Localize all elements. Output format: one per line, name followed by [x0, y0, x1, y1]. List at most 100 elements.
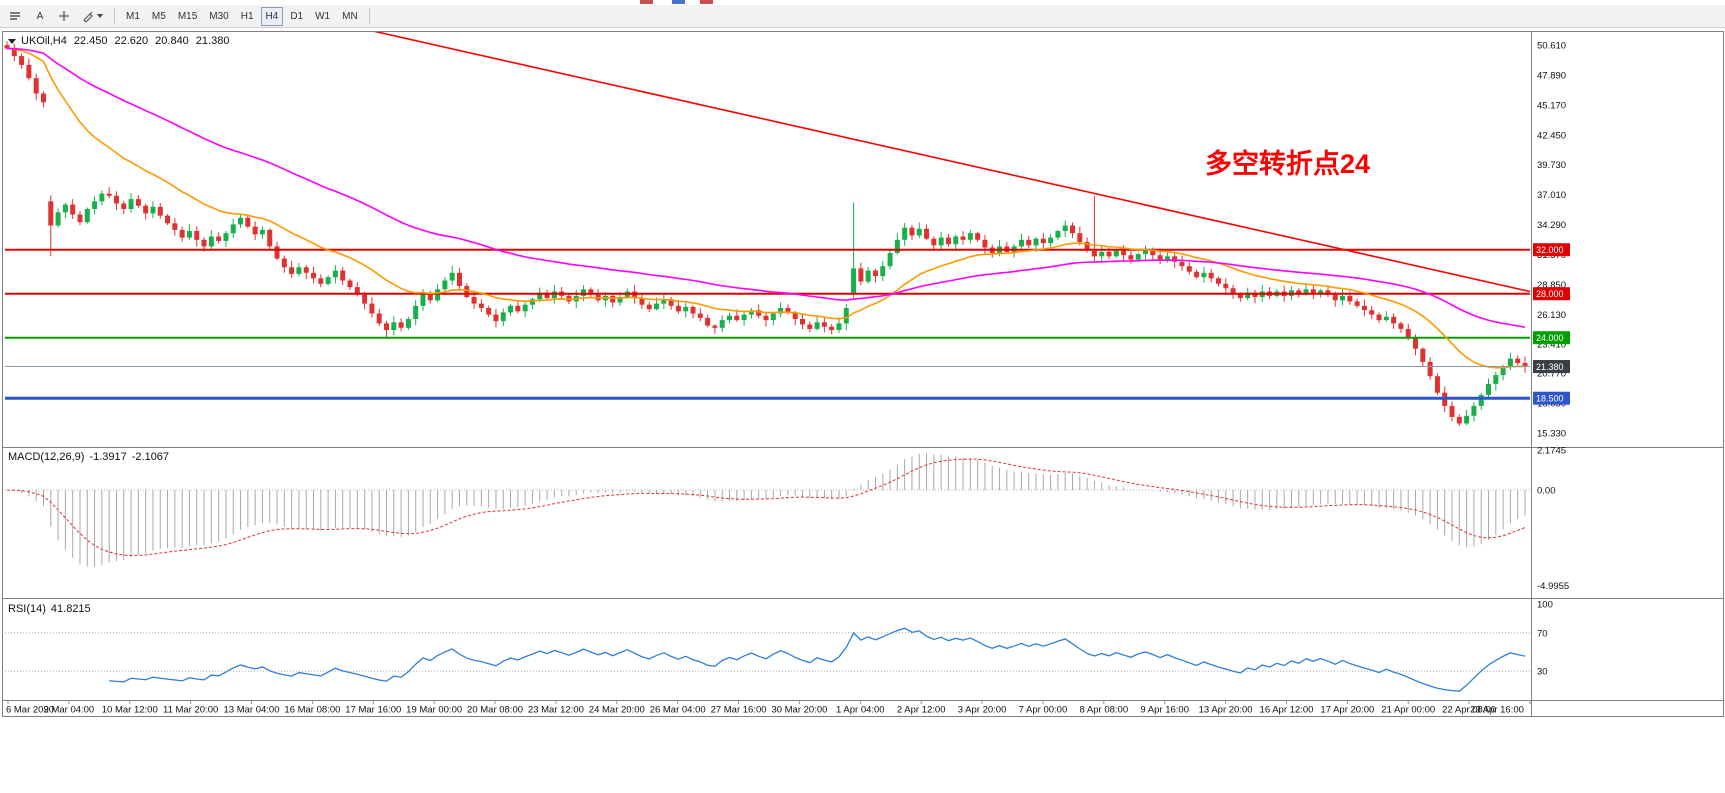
candles: [4, 41, 1528, 426]
pencil-icon: [83, 11, 93, 22]
svg-text:15.330: 15.330: [1537, 429, 1566, 440]
macd-signal-value: -2.1067: [131, 451, 170, 463]
svg-text:32.000: 32.000: [1536, 245, 1564, 255]
rsi-params-label: RSI(14): [8, 603, 46, 615]
svg-text:28.000: 28.000: [1536, 289, 1564, 299]
horizontal-lines[interactable]: [5, 248, 1530, 400]
close-value: 21.380: [195, 35, 230, 47]
svg-text:26.130: 26.130: [1537, 310, 1566, 321]
svg-text:24 Mar 20:00: 24 Mar 20:00: [589, 705, 645, 716]
svg-text:6 Mar 2020: 6 Mar 2020: [6, 705, 54, 716]
svg-text:16 Mar 08:00: 16 Mar 08:00: [284, 705, 340, 716]
timeframe-button-m30[interactable]: M30: [204, 7, 233, 26]
rsi-value: 41.8215: [50, 603, 91, 615]
svg-text:34.290: 34.290: [1537, 220, 1566, 231]
clipped-icon-red: [640, 0, 653, 4]
low-value: 20.840: [155, 35, 189, 47]
svg-text:45.170: 45.170: [1537, 100, 1566, 111]
svg-text:23 Mar 12:00: 23 Mar 12:00: [528, 705, 584, 716]
svg-text:23 Apr 16:00: 23 Apr 16:00: [1470, 705, 1524, 716]
svg-text:17 Mar 16:00: 17 Mar 16:00: [345, 705, 401, 716]
macd-params-label: MACD(12,26,9): [8, 451, 85, 463]
toolbar-separator: [114, 8, 115, 24]
timeframe-button-m15[interactable]: M15: [173, 7, 202, 26]
svg-text:39.730: 39.730: [1537, 160, 1566, 171]
svg-text:13 Apr 20:00: 13 Apr 20:00: [1199, 705, 1253, 716]
price-badges: 32.000 28.000 24.000 18.500 21.380: [1533, 243, 1570, 405]
svg-text:20 Mar 08:00: 20 Mar 08:00: [467, 705, 523, 716]
macd-scale[interactable]: 2.1745 0.00 -4.9955: [1537, 446, 1569, 592]
chart-windows-icon-button[interactable]: [3, 7, 27, 26]
svg-text:26 Mar 04:00: 26 Mar 04:00: [650, 705, 706, 716]
macd-panel[interactable]: [5, 453, 1530, 567]
macd-main-value: -1.3917: [89, 451, 127, 463]
svg-text:22 Apr 08:00: 22 Apr 08:00: [1442, 705, 1496, 716]
svg-text:23.410: 23.410: [1537, 340, 1566, 351]
svg-text:30 Mar 20:00: 30 Mar 20:00: [771, 705, 827, 716]
trendline[interactable]: [235, 0, 1531, 293]
svg-text:17 Apr 20:00: 17 Apr 20:00: [1320, 705, 1374, 716]
svg-text:27 Mar 16:00: 27 Mar 16:00: [711, 705, 767, 716]
rsi-scale[interactable]: 100 70 30: [1537, 600, 1553, 678]
timeframe-button-h1[interactable]: H1: [236, 7, 259, 26]
svg-text:70: 70: [1537, 628, 1548, 639]
moving-averages: [6, 47, 1526, 369]
svg-text:21 Apr 00:00: 21 Apr 00:00: [1381, 705, 1435, 716]
expand-triangle-icon[interactable]: [8, 39, 16, 44]
svg-text:9 Apr 16:00: 9 Apr 16:00: [1140, 705, 1189, 716]
crosshair-icon: [59, 11, 69, 21]
svg-text:8 Apr 08:00: 8 Apr 08:00: [1080, 705, 1129, 716]
svg-text:13 Mar 04:00: 13 Mar 04:00: [224, 705, 280, 716]
annotation-text: 多空转折点24: [1205, 149, 1371, 179]
toolbar-separator-2: [368, 8, 370, 24]
svg-text:50.610: 50.610: [1537, 41, 1566, 52]
svg-text:7 Apr 00:00: 7 Apr 00:00: [1019, 705, 1068, 716]
svg-text:21.380: 21.380: [1536, 362, 1564, 372]
chart-list-icon: [10, 12, 20, 20]
svg-text:100: 100: [1537, 600, 1553, 611]
svg-text:10 Mar 12:00: 10 Mar 12:00: [102, 705, 158, 716]
crosshair-button[interactable]: [53, 7, 75, 26]
timeframe-toolbar: A M1 M5 M15 M30 H1 H4 D1 W1 MN: [0, 5, 1725, 28]
open-value: 22.450: [73, 35, 108, 47]
timeframe-button-m5[interactable]: M5: [147, 7, 171, 26]
draw-tools-button[interactable]: [77, 7, 108, 26]
chart-header: UKOil,H4 22.450 22.620 20.840 21.380: [8, 35, 229, 47]
high-value: 22.620: [114, 35, 149, 47]
svg-text:20.770: 20.770: [1537, 369, 1566, 380]
svg-text:24.000: 24.000: [1536, 333, 1564, 343]
svg-text:37.010: 37.010: [1537, 190, 1566, 201]
clipped-top-toolbar: [0, 0, 1725, 5]
price-scale[interactable]: 50.610 47.890 45.170 42.450 39.730 37.010 34.2…: [1537, 41, 1566, 440]
svg-text:30: 30: [1537, 667, 1548, 678]
svg-text:47.890: 47.890: [1537, 70, 1566, 81]
svg-text:28.850: 28.850: [1537, 280, 1566, 291]
svg-text:2 Apr 12:00: 2 Apr 12:00: [897, 705, 946, 716]
svg-text:-4.9955: -4.9955: [1537, 581, 1569, 592]
svg-text:2.1745: 2.1745: [1537, 446, 1566, 457]
timeframe-button-d1[interactable]: D1: [285, 7, 308, 26]
svg-text:11 Mar 20:00: 11 Mar 20:00: [163, 705, 218, 716]
rsi-panel[interactable]: [5, 627, 1530, 692]
clipped-icon-red-2: [700, 0, 713, 4]
macd-header: MACD(12,26,9) -1.3917 -2.1067: [8, 451, 174, 463]
dropdown-caret-icon: [97, 14, 103, 18]
svg-text:9 Mar 04:00: 9 Mar 04:00: [44, 705, 95, 716]
svg-text:1 Apr 04:00: 1 Apr 04:00: [836, 705, 885, 716]
timeframe-button-mn[interactable]: MN: [337, 7, 363, 26]
timeframe-button-w1[interactable]: W1: [310, 7, 335, 26]
svg-text:19 Mar 00:00: 19 Mar 00:00: [406, 705, 462, 716]
svg-text:16 Apr 12:00: 16 Apr 12:00: [1260, 705, 1314, 716]
timeframe-button-m1[interactable]: M1: [121, 7, 145, 26]
svg-text:18.500: 18.500: [1536, 394, 1564, 404]
timeframe-button-h4[interactable]: H4: [260, 6, 284, 26]
chart-frame: [2, 31, 1724, 717]
svg-text:0.00: 0.00: [1537, 486, 1556, 497]
text-annotation-button[interactable]: A: [29, 7, 51, 26]
svg-text:42.450: 42.450: [1537, 130, 1566, 141]
timeframe-buttons-group: M1 M5 M15 M30 H1 H4 D1 W1 MN: [121, 6, 363, 26]
svg-text:3 Apr 20:00: 3 Apr 20:00: [958, 705, 1007, 716]
